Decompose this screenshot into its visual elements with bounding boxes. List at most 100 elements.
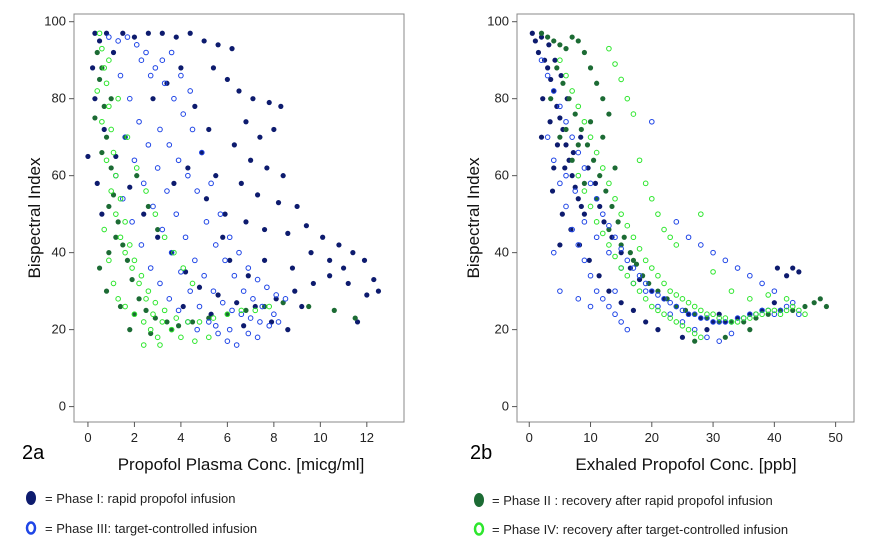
- data-point: [557, 103, 563, 110]
- x-axis-title-2b: Exhaled Propofol Conc. [ppb]: [575, 455, 796, 474]
- data-point: [159, 226, 166, 233]
- data-point: [740, 315, 747, 321]
- data-point: [180, 303, 186, 310]
- data-point: [722, 319, 729, 325]
- legend-item-phase-1: = Phase I: rapid propofol infusion: [26, 491, 235, 506]
- data-point: [552, 57, 558, 63]
- data-point: [540, 96, 546, 102]
- data-point: [581, 180, 588, 186]
- data-point: [563, 72, 569, 79]
- data-point: [196, 319, 203, 325]
- data-point: [587, 119, 594, 125]
- data-point: [544, 134, 551, 140]
- data-point: [596, 273, 602, 279]
- data-point: [538, 34, 545, 40]
- data-point: [649, 118, 655, 125]
- data-point: [150, 311, 156, 318]
- data-point: [710, 269, 716, 275]
- x-tick-label: 50: [828, 430, 842, 445]
- data-point: [350, 250, 356, 256]
- data-point: [159, 57, 166, 63]
- data-point: [599, 296, 606, 302]
- data-point: [126, 95, 133, 102]
- data-point: [159, 30, 165, 36]
- data-point: [194, 326, 200, 333]
- data-point: [728, 288, 735, 294]
- data-point: [685, 326, 692, 333]
- data-point: [796, 269, 802, 275]
- data-point: [698, 307, 704, 314]
- data-point: [624, 272, 631, 279]
- data-point: [655, 211, 661, 217]
- legend-label-phase-1: = Phase I: rapid propofol infusion: [45, 491, 235, 506]
- data-point: [581, 188, 588, 194]
- data-point: [728, 319, 735, 325]
- data-point: [667, 311, 673, 318]
- data-point: [557, 134, 563, 140]
- y-tick-label: 100: [487, 14, 509, 29]
- data-point: [734, 315, 741, 321]
- data-point: [599, 211, 606, 217]
- data-point: [698, 315, 704, 321]
- data-point: [546, 42, 552, 48]
- data-point: [254, 334, 261, 341]
- data-point: [592, 180, 599, 186]
- data-point: [240, 288, 247, 294]
- data-point: [630, 111, 637, 117]
- data-point: [266, 322, 273, 329]
- data-point: [606, 180, 612, 187]
- data-point: [205, 334, 212, 341]
- data-point: [212, 322, 219, 329]
- data-point: [624, 95, 631, 102]
- legend: = Phase I: rapid propofol infusion = Pha…: [25, 491, 788, 537]
- data-point: [245, 330, 252, 337]
- data-point: [271, 311, 277, 318]
- data-point: [189, 280, 196, 287]
- data-point: [203, 219, 210, 225]
- data-point: [215, 42, 221, 48]
- data-point: [308, 250, 314, 256]
- data-point: [140, 180, 147, 187]
- data-point: [587, 180, 594, 187]
- data-point: [559, 211, 565, 217]
- data-point: [168, 49, 175, 56]
- data-point: [103, 80, 110, 87]
- data-point: [336, 242, 342, 248]
- data-point: [673, 303, 680, 310]
- data-point: [704, 311, 710, 318]
- data-point: [630, 234, 637, 241]
- data-point: [245, 273, 251, 279]
- data-point: [783, 307, 790, 314]
- data-point: [196, 303, 203, 310]
- data-point: [550, 157, 557, 164]
- data-point: [569, 157, 575, 163]
- data-point: [655, 307, 661, 314]
- data-point: [113, 211, 119, 217]
- data-point: [169, 327, 175, 333]
- x-tick-label: 6: [224, 430, 231, 445]
- data-point: [282, 296, 289, 302]
- data-point: [570, 149, 576, 156]
- x-tick-label: 8: [270, 430, 277, 445]
- data-point: [599, 165, 606, 171]
- x-axis-title-2a: Propofol Plasma Conc. [micg/ml]: [118, 455, 365, 474]
- data-point: [187, 30, 193, 36]
- data-point: [99, 118, 105, 125]
- data-point: [569, 173, 575, 179]
- data-point: [271, 126, 277, 133]
- scatter-points-2a: [85, 30, 382, 348]
- data-point: [178, 334, 184, 341]
- data-point: [361, 257, 368, 263]
- data-point: [234, 300, 240, 306]
- data-point: [294, 203, 300, 210]
- data-point: [597, 173, 603, 179]
- data-point: [173, 34, 179, 40]
- data-point: [331, 307, 337, 313]
- data-point: [145, 142, 152, 148]
- data-point: [106, 203, 112, 210]
- data-point: [545, 65, 551, 71]
- data-point: [247, 315, 254, 321]
- data-point: [110, 49, 117, 56]
- data-point: [618, 300, 624, 306]
- data-point: [155, 234, 161, 240]
